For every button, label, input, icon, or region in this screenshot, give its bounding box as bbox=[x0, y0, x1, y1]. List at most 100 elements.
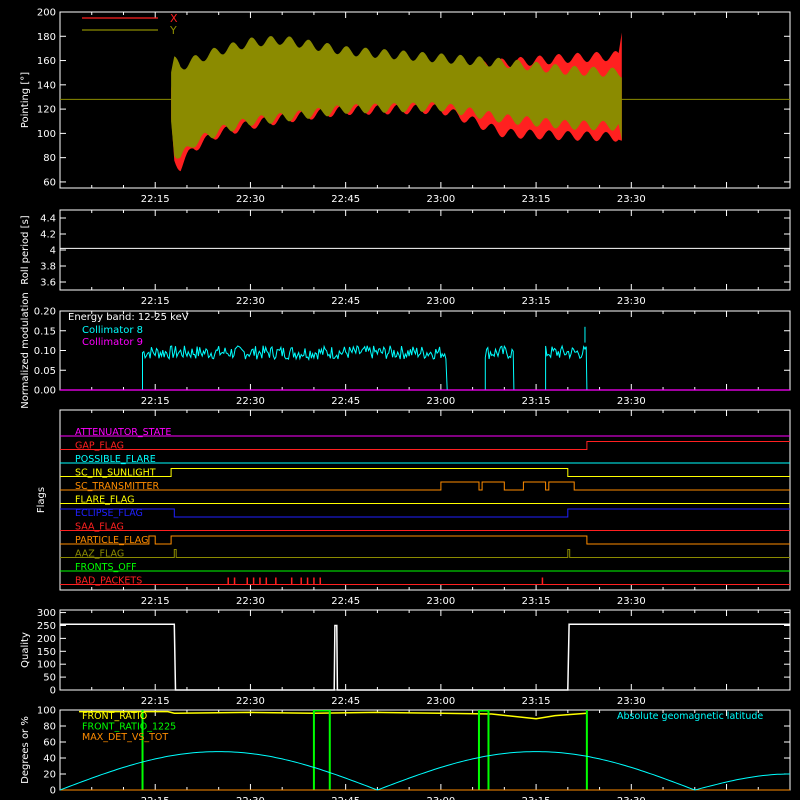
flag-label-gap_flag: GAP_FLAG bbox=[75, 441, 124, 452]
y-tick-label: 140 bbox=[37, 80, 56, 91]
front-ratio-line bbox=[79, 710, 587, 720]
y-axis-label: Degrees or % bbox=[20, 716, 31, 784]
y-tick-label: 180 bbox=[37, 32, 56, 43]
y-tick-label: 0.10 bbox=[34, 346, 56, 357]
y-tick-label: 100 bbox=[37, 660, 56, 671]
y-tick-label: 150 bbox=[37, 647, 56, 658]
x-tick-label: 23:00 bbox=[426, 296, 455, 307]
x-tick-label: 22:30 bbox=[236, 194, 265, 205]
x-tick-label: 23:00 bbox=[426, 596, 455, 607]
y-tick-label: 0.20 bbox=[34, 307, 56, 318]
x-tick-label: 22:15 bbox=[141, 396, 170, 407]
x-tick-label: 22:15 bbox=[141, 194, 170, 205]
x-tick-label: 22:30 bbox=[236, 796, 265, 800]
geomagnetic-latitude-line bbox=[59, 751, 790, 791]
y-tick-label: 60 bbox=[43, 738, 56, 749]
x-tick-label: 22:15 bbox=[141, 696, 170, 707]
y-axis-label: Roll period [s] bbox=[20, 215, 31, 284]
y-tick-label: 0 bbox=[50, 786, 56, 797]
flag-line-particle_flag bbox=[60, 535, 790, 545]
legend-front_ratio: FRONT_RATIO bbox=[82, 711, 147, 722]
x-tick-label: 22:30 bbox=[236, 396, 265, 407]
x-tick-label: 23:00 bbox=[426, 396, 455, 407]
y-tick-label: 4.2 bbox=[40, 230, 56, 241]
flag-label-aaz_flag: AAZ_FLAG bbox=[75, 549, 124, 560]
flag-label-eclipse_flag: ECLIPSE_FLAG bbox=[75, 508, 143, 519]
x-tick-label: 23:15 bbox=[522, 296, 551, 307]
y-tick-label: 100 bbox=[37, 129, 56, 140]
x-tick-label: 22:30 bbox=[236, 596, 265, 607]
y-axis-label: Flags bbox=[36, 487, 47, 513]
legend-front_ratio_1225: FRONT_RATIO_1225 bbox=[82, 722, 176, 733]
legend-max_det_vs_tot: MAX_DET_VS_TOT bbox=[82, 732, 168, 743]
legend-label-y: Y bbox=[169, 24, 177, 37]
y-tick-label: 0.05 bbox=[34, 366, 56, 377]
y-axis-label: Normalized modulation bbox=[20, 292, 31, 409]
x-tick-label: 22:45 bbox=[331, 796, 360, 800]
x-tick-label: 23:30 bbox=[617, 796, 646, 800]
x-tick-label: 22:45 bbox=[331, 596, 360, 607]
y-tick-label: 250 bbox=[37, 621, 56, 632]
flag-label-saa_flag: SAA_FLAG bbox=[75, 522, 124, 533]
y-tick-label: 300 bbox=[37, 608, 56, 619]
panel-frame-2 bbox=[59, 209, 791, 291]
flag-label-fronts_off: FRONTS_OFF bbox=[75, 562, 137, 573]
x-tick-label: 23:00 bbox=[426, 194, 455, 205]
y-tick-label: 4.4 bbox=[40, 214, 56, 225]
y-tick-label: 4 bbox=[50, 246, 56, 257]
y-tick-label: 50 bbox=[43, 673, 56, 684]
y-tick-label: 80 bbox=[43, 153, 56, 164]
flag-line-sc_transmitter bbox=[60, 481, 790, 491]
x-tick-label: 23:30 bbox=[617, 194, 646, 205]
x-tick-label: 23:00 bbox=[426, 696, 455, 707]
x-tick-label: 23:15 bbox=[522, 796, 551, 800]
y-tick-label: 60 bbox=[43, 177, 56, 188]
legend-collimator-9: Collimator 9 bbox=[82, 337, 143, 348]
y-tick-label: 3.8 bbox=[40, 262, 56, 273]
x-tick-label: 23:15 bbox=[522, 194, 551, 205]
collimator-8-line bbox=[142, 344, 588, 391]
flag-label-sc_in_sunlight: SC_IN_SUNLIGHT bbox=[75, 468, 156, 479]
x-tick-label: 22:45 bbox=[331, 396, 360, 407]
x-tick-label: 23:00 bbox=[426, 796, 455, 800]
y-tick-label: 100 bbox=[37, 706, 56, 717]
flag-label-bad_packets: BAD_PACKETS bbox=[75, 576, 142, 587]
y-tick-label: 3.6 bbox=[40, 278, 56, 289]
x-tick-label: 23:15 bbox=[522, 596, 551, 607]
flag-label-particle_flag: PARTICLE_FLAG bbox=[75, 535, 148, 546]
flag-line-sc_in_sunlight bbox=[60, 468, 790, 477]
x-tick-label: 22:30 bbox=[236, 696, 265, 707]
x-tick-label: 22:15 bbox=[141, 796, 170, 800]
y-tick-label: 0.00 bbox=[34, 386, 56, 397]
x-tick-label: 22:45 bbox=[331, 194, 360, 205]
x-tick-label: 23:30 bbox=[617, 296, 646, 307]
legend-collimator-8: Collimator 8 bbox=[82, 325, 143, 336]
x-tick-label: 23:30 bbox=[617, 696, 646, 707]
legend-label-x: X bbox=[170, 12, 178, 25]
x-tick-label: 23:30 bbox=[617, 396, 646, 407]
y-tick-label: 0.15 bbox=[34, 326, 56, 337]
flag-line-aaz_flag bbox=[60, 549, 790, 558]
y-tick-label: 160 bbox=[37, 56, 56, 67]
y-tick-label: 80 bbox=[43, 722, 56, 733]
y-axis-label: Pointing [°] bbox=[20, 72, 31, 128]
y-tick-label: 0 bbox=[50, 686, 56, 697]
flag-label-flare_flag: FLARE_FLAG bbox=[75, 495, 135, 506]
y-tick-label: 200 bbox=[37, 8, 56, 19]
band-y bbox=[171, 36, 622, 159]
flag-line-eclipse_flag bbox=[60, 508, 790, 518]
panel-frame-5 bbox=[59, 609, 791, 691]
x-tick-label: 22:45 bbox=[331, 296, 360, 307]
panel-frame-4 bbox=[59, 409, 791, 591]
x-tick-label: 22:45 bbox=[331, 696, 360, 707]
x-tick-label: 22:15 bbox=[141, 296, 170, 307]
x-tick-label: 22:30 bbox=[236, 296, 265, 307]
energy-band-label: Energy band: 12-25 keV bbox=[68, 312, 189, 323]
x-tick-label: 23:15 bbox=[522, 396, 551, 407]
panel-frame-1 bbox=[59, 11, 791, 189]
y-tick-label: 20 bbox=[43, 770, 56, 781]
flag-label-possible_flare: POSSIBLE_FLARE bbox=[75, 454, 156, 465]
flag-label-attenuator_state: ATTENUATOR_STATE bbox=[75, 427, 171, 438]
y-tick-label: 120 bbox=[37, 105, 56, 116]
